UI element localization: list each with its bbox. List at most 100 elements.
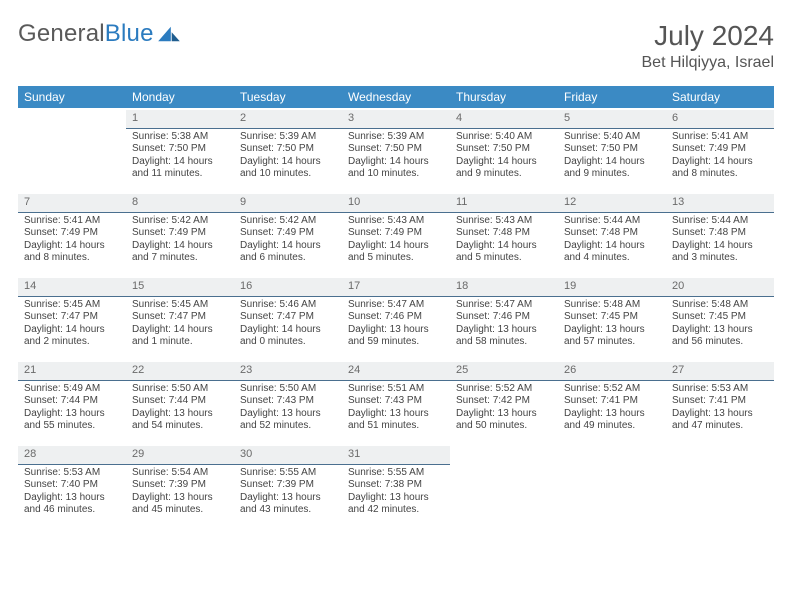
- calendar-cell: .: [666, 444, 774, 528]
- weekday-row: SundayMondayTuesdayWednesdayThursdayFrid…: [18, 86, 774, 108]
- daylight-line: Daylight: 13 hours: [456, 408, 552, 421]
- calendar-cell: 13Sunrise: 5:44 AMSunset: 7:48 PMDayligh…: [666, 192, 774, 276]
- calendar-cell: 8Sunrise: 5:42 AMSunset: 7:49 PMDaylight…: [126, 192, 234, 276]
- sunset-line: Sunset: 7:48 PM: [672, 227, 768, 240]
- day-number: 26: [558, 362, 666, 381]
- daylight-line: Daylight: 14 hours: [132, 240, 228, 253]
- daylight-line: Daylight: 14 hours: [240, 156, 336, 169]
- daylight-line: Daylight: 14 hours: [672, 156, 768, 169]
- sunset-line: Sunset: 7:50 PM: [456, 143, 552, 156]
- daylight-line: Daylight: 13 hours: [24, 408, 120, 421]
- daylight-line: and 3 minutes.: [672, 252, 768, 265]
- sunset-line: Sunset: 7:39 PM: [240, 479, 336, 492]
- sunrise-line: Sunrise: 5:53 AM: [24, 467, 120, 480]
- sunset-line: Sunset: 7:45 PM: [564, 311, 660, 324]
- daylight-line: Daylight: 13 hours: [24, 492, 120, 505]
- calendar-table: SundayMondayTuesdayWednesdayThursdayFrid…: [18, 86, 774, 528]
- calendar-cell: 1Sunrise: 5:38 AMSunset: 7:50 PMDaylight…: [126, 108, 234, 192]
- sunset-line: Sunset: 7:50 PM: [132, 143, 228, 156]
- sunset-line: Sunset: 7:46 PM: [456, 311, 552, 324]
- daylight-line: Daylight: 13 hours: [348, 408, 444, 421]
- daylight-line: Daylight: 13 hours: [132, 408, 228, 421]
- daylight-line: and 55 minutes.: [24, 420, 120, 433]
- calendar-cell: 29Sunrise: 5:54 AMSunset: 7:39 PMDayligh…: [126, 444, 234, 528]
- sunrise-line: Sunrise: 5:43 AM: [348, 215, 444, 228]
- sunset-line: Sunset: 7:44 PM: [24, 395, 120, 408]
- daylight-line: and 10 minutes.: [348, 168, 444, 181]
- calendar-cell: 26Sunrise: 5:52 AMSunset: 7:41 PMDayligh…: [558, 360, 666, 444]
- daylight-line: and 8 minutes.: [24, 252, 120, 265]
- daylight-line: and 57 minutes.: [564, 336, 660, 349]
- sunrise-line: Sunrise: 5:39 AM: [240, 131, 336, 144]
- header: GeneralBlue July 2024 Bet Hilqiyya, Isra…: [18, 20, 774, 72]
- day-number: 22: [126, 362, 234, 381]
- sunrise-line: Sunrise: 5:55 AM: [240, 467, 336, 480]
- title-block: July 2024 Bet Hilqiyya, Israel: [642, 20, 775, 72]
- daylight-line: and 46 minutes.: [24, 504, 120, 517]
- day-number: 1: [126, 110, 234, 129]
- sunset-line: Sunset: 7:43 PM: [240, 395, 336, 408]
- calendar-week: .1Sunrise: 5:38 AMSunset: 7:50 PMDayligh…: [18, 108, 774, 192]
- sunset-line: Sunset: 7:50 PM: [348, 143, 444, 156]
- calendar-cell: 15Sunrise: 5:45 AMSunset: 7:47 PMDayligh…: [126, 276, 234, 360]
- day-number: 12: [558, 194, 666, 213]
- sunrise-line: Sunrise: 5:54 AM: [132, 467, 228, 480]
- day-number: 31: [342, 446, 450, 465]
- sunset-line: Sunset: 7:42 PM: [456, 395, 552, 408]
- weekday-header: Wednesday: [342, 86, 450, 108]
- sunset-line: Sunset: 7:50 PM: [564, 143, 660, 156]
- daylight-line: Daylight: 13 hours: [672, 324, 768, 337]
- sunrise-line: Sunrise: 5:50 AM: [240, 383, 336, 396]
- day-number: 15: [126, 278, 234, 297]
- sunrise-line: Sunrise: 5:40 AM: [564, 131, 660, 144]
- sunrise-line: Sunrise: 5:53 AM: [672, 383, 768, 396]
- sunset-line: Sunset: 7:38 PM: [348, 479, 444, 492]
- day-number: 24: [342, 362, 450, 381]
- daylight-line: Daylight: 13 hours: [456, 324, 552, 337]
- day-number: 30: [234, 446, 342, 465]
- daylight-line: Daylight: 14 hours: [348, 240, 444, 253]
- sunrise-line: Sunrise: 5:51 AM: [348, 383, 444, 396]
- weekday-header: Friday: [558, 86, 666, 108]
- sunrise-line: Sunrise: 5:55 AM: [348, 467, 444, 480]
- sunset-line: Sunset: 7:49 PM: [132, 227, 228, 240]
- sunrise-line: Sunrise: 5:43 AM: [456, 215, 552, 228]
- daylight-line: and 47 minutes.: [672, 420, 768, 433]
- day-number: 6: [666, 110, 774, 129]
- daylight-line: Daylight: 14 hours: [564, 156, 660, 169]
- calendar-cell: .: [558, 444, 666, 528]
- day-number: 20: [666, 278, 774, 297]
- daylight-line: and 50 minutes.: [456, 420, 552, 433]
- daylight-line: Daylight: 14 hours: [456, 156, 552, 169]
- calendar-week: 21Sunrise: 5:49 AMSunset: 7:44 PMDayligh…: [18, 360, 774, 444]
- calendar-cell: 21Sunrise: 5:49 AMSunset: 7:44 PMDayligh…: [18, 360, 126, 444]
- calendar-cell: 20Sunrise: 5:48 AMSunset: 7:45 PMDayligh…: [666, 276, 774, 360]
- day-number: 28: [18, 446, 126, 465]
- calendar-week: 28Sunrise: 5:53 AMSunset: 7:40 PMDayligh…: [18, 444, 774, 528]
- day-number: 4: [450, 110, 558, 129]
- day-number: 19: [558, 278, 666, 297]
- sunset-line: Sunset: 7:47 PM: [24, 311, 120, 324]
- daylight-line: and 56 minutes.: [672, 336, 768, 349]
- daylight-line: and 52 minutes.: [240, 420, 336, 433]
- sunrise-line: Sunrise: 5:45 AM: [24, 299, 120, 312]
- calendar-cell: 30Sunrise: 5:55 AMSunset: 7:39 PMDayligh…: [234, 444, 342, 528]
- sunset-line: Sunset: 7:41 PM: [672, 395, 768, 408]
- daylight-line: and 9 minutes.: [456, 168, 552, 181]
- sunset-line: Sunset: 7:40 PM: [24, 479, 120, 492]
- sunset-line: Sunset: 7:49 PM: [24, 227, 120, 240]
- daylight-line: Daylight: 13 hours: [132, 492, 228, 505]
- sunrise-line: Sunrise: 5:49 AM: [24, 383, 120, 396]
- daylight-line: and 11 minutes.: [132, 168, 228, 181]
- day-number: 23: [234, 362, 342, 381]
- day-number: 2: [234, 110, 342, 129]
- sunset-line: Sunset: 7:41 PM: [564, 395, 660, 408]
- daylight-line: Daylight: 14 hours: [24, 324, 120, 337]
- day-number: 18: [450, 278, 558, 297]
- daylight-line: Daylight: 13 hours: [564, 408, 660, 421]
- sunrise-line: Sunrise: 5:38 AM: [132, 131, 228, 144]
- daylight-line: Daylight: 13 hours: [564, 324, 660, 337]
- sunset-line: Sunset: 7:49 PM: [348, 227, 444, 240]
- sunrise-line: Sunrise: 5:42 AM: [132, 215, 228, 228]
- weekday-header: Thursday: [450, 86, 558, 108]
